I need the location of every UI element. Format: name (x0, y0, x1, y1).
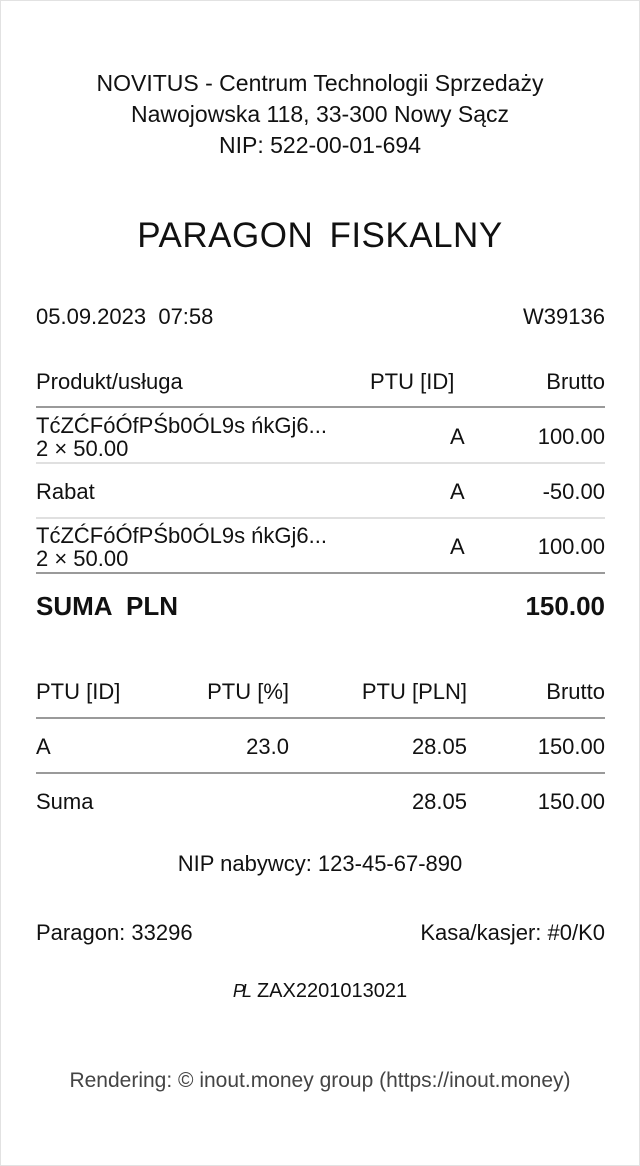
fiscal-pl-logo-icon: PL (232, 981, 252, 1001)
vat-id: A (36, 734, 51, 759)
item-ptu: A (450, 534, 465, 559)
table-row: TćZĆFóÓfPŚb0ÓL9s ńkGj6... 2 × 50.00 A 10… (36, 524, 605, 570)
col-vat-gross: Brutto (546, 679, 605, 704)
items-header: Produkt/usługa PTU [ID] Brutto (36, 369, 605, 395)
item-qty: 2 × 50.00 (36, 436, 129, 461)
item-name: TćZĆFóÓfPŚb0ÓL9s ńkGj6... (36, 413, 327, 438)
col-gross: Brutto (546, 369, 605, 394)
buyer-nip: NIP nabywcy: 123-45-67-890 (177, 851, 463, 876)
col-vat-pct: PTU [%] (207, 679, 289, 704)
item-gross: 100.00 (537, 424, 605, 449)
receipt-number: W39136 (523, 304, 605, 329)
vat-row: A 23.0 28.05 150.00 (36, 734, 605, 760)
receipt-title: PARAGON FISKALNY (137, 216, 503, 255)
table-row: Rabat A -50.00 (36, 479, 605, 505)
item-name: Rabat (36, 479, 95, 504)
company-name: NOVITUS - Centrum Technologii Sprzedaży (96, 70, 544, 96)
vat-sum-pln: 28.05 (411, 789, 467, 814)
divider (36, 572, 605, 574)
divider (36, 462, 605, 464)
divider (36, 406, 605, 408)
col-product: Produkt/usługa (36, 369, 183, 394)
vat-pct: 23.0 (246, 734, 289, 759)
col-ptu: PTU [ID] (370, 369, 455, 394)
total-row: SUMA PLN 150.00 (36, 591, 605, 622)
receipt-no: Paragon: 33296 (36, 920, 193, 945)
total-label: SUMA PLN (36, 591, 179, 621)
divider (36, 772, 605, 774)
col-vat-id: PTU [ID] (36, 679, 121, 704)
vat-sum-label: Suma (36, 789, 94, 814)
item-ptu: A (450, 479, 465, 504)
item-gross: -50.00 (542, 479, 605, 504)
vat-header: PTU [ID] PTU [%] PTU [PLN] Brutto (36, 679, 605, 705)
datetime: 05.09.2023 07:58 (36, 304, 214, 329)
item-name: TćZĆFóÓfPŚb0ÓL9s ńkGj6... (36, 523, 327, 548)
fiscal-code: ZAX2201013021 (256, 980, 408, 1002)
vat-pln: 28.05 (411, 734, 467, 759)
company-address: Nawojowska 118, 33-300 Nowy Sącz (131, 101, 509, 127)
total-value: 150.00 (525, 591, 605, 621)
company-nip: NIP: 522-00-01-694 (218, 132, 421, 158)
vat-sum-gross: 150.00 (537, 789, 605, 814)
item-qty: 2 × 50.00 (36, 546, 129, 571)
col-vat-pln: PTU [PLN] (361, 679, 467, 704)
table-row: TćZĆFóÓfPŚb0ÓL9s ńkGj6... 2 × 50.00 A 10… (36, 414, 605, 460)
fiscal-code-row: PL ZAX2201013021 (0, 980, 640, 1003)
vat-gross: 150.00 (537, 734, 605, 759)
footer-credit: Rendering: © inout.money group (https://… (69, 1069, 571, 1092)
item-gross: 100.00 (537, 534, 605, 559)
divider (36, 517, 605, 519)
register-cashier: Kasa/kasjer: #0/K0 (420, 920, 605, 945)
company-header: NOVITUS - Centrum Technologii Sprzedaży … (0, 68, 640, 161)
divider (36, 717, 605, 719)
vat-sum-row: Suma 28.05 150.00 (36, 789, 605, 815)
item-ptu: A (450, 424, 465, 449)
